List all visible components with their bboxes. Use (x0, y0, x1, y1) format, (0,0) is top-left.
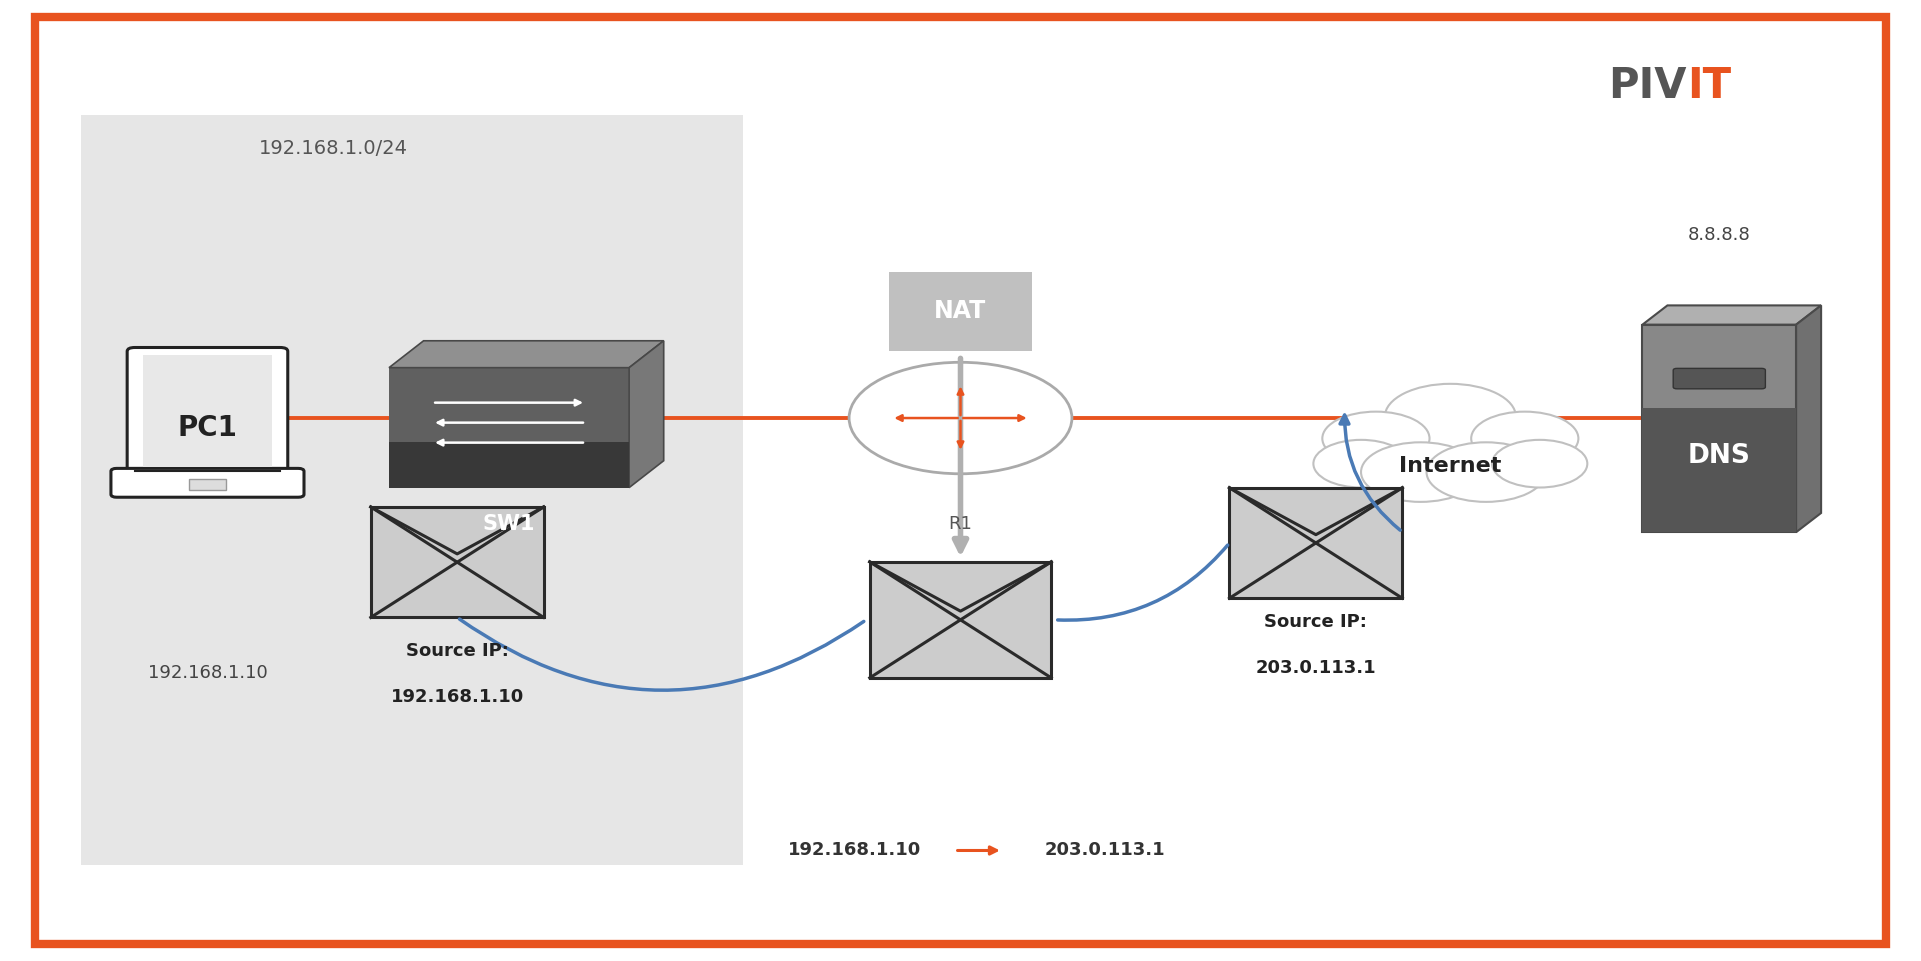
Text: 8.8.8.8: 8.8.8.8 (1689, 227, 1750, 244)
Text: PIV: PIV (1608, 65, 1687, 108)
Circle shape (1493, 440, 1587, 487)
Text: 192.168.1.10: 192.168.1.10 (148, 664, 267, 681)
Circle shape (1427, 442, 1546, 502)
Text: 192.168.1.10: 192.168.1.10 (390, 688, 524, 705)
FancyBboxPatch shape (371, 507, 544, 617)
FancyArrowPatch shape (1058, 545, 1228, 620)
Text: SW1: SW1 (482, 514, 536, 533)
Circle shape (1471, 411, 1579, 465)
Text: IT: IT (1687, 65, 1731, 108)
Text: Source IP:: Source IP: (405, 642, 509, 659)
Text: 192.168.1.0/24: 192.168.1.0/24 (259, 139, 409, 159)
Text: 203.0.113.1: 203.0.113.1 (1045, 842, 1164, 859)
FancyBboxPatch shape (127, 348, 288, 475)
Polygon shape (1796, 306, 1821, 532)
FancyArrowPatch shape (957, 847, 997, 854)
Text: 192.168.1.10: 192.168.1.10 (788, 842, 922, 859)
FancyBboxPatch shape (1673, 368, 1765, 389)
FancyBboxPatch shape (388, 368, 630, 487)
FancyBboxPatch shape (190, 480, 225, 490)
FancyBboxPatch shape (1642, 325, 1796, 532)
Circle shape (1385, 383, 1516, 450)
FancyBboxPatch shape (81, 115, 743, 865)
Text: DNS: DNS (1689, 443, 1750, 470)
FancyBboxPatch shape (111, 468, 304, 497)
Circle shape (1314, 440, 1408, 487)
FancyArrowPatch shape (459, 619, 864, 690)
Text: Source IP:: Source IP: (1264, 613, 1368, 630)
Text: NAT: NAT (934, 300, 987, 323)
Circle shape (849, 362, 1072, 474)
Polygon shape (388, 341, 665, 368)
Polygon shape (630, 341, 665, 487)
Text: PC1: PC1 (177, 413, 238, 442)
FancyBboxPatch shape (889, 272, 1032, 351)
FancyArrowPatch shape (1341, 415, 1400, 530)
FancyBboxPatch shape (142, 356, 273, 467)
FancyBboxPatch shape (1229, 487, 1402, 598)
FancyBboxPatch shape (388, 442, 630, 487)
Text: Internet: Internet (1398, 456, 1502, 476)
Polygon shape (1642, 306, 1821, 325)
FancyBboxPatch shape (1642, 407, 1796, 532)
Text: 203.0.113.1: 203.0.113.1 (1256, 659, 1375, 677)
Circle shape (1322, 411, 1429, 465)
FancyBboxPatch shape (870, 562, 1051, 678)
Circle shape (1360, 442, 1481, 502)
Text: R1: R1 (949, 515, 972, 532)
